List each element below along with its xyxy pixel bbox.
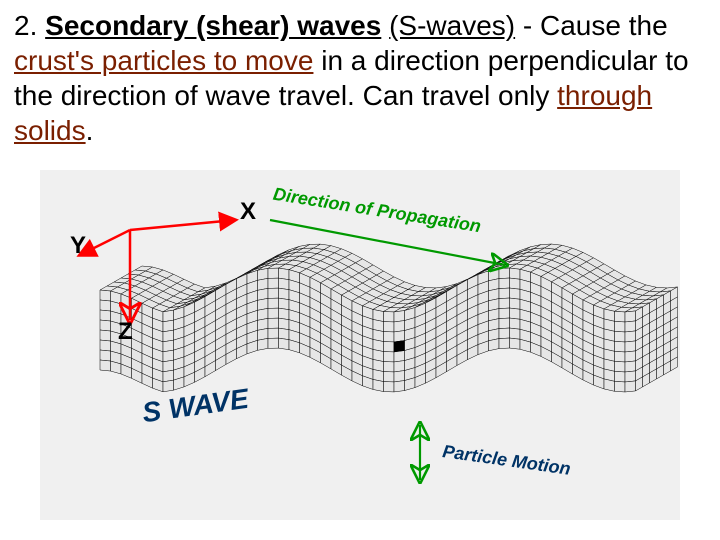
description-text: 2. Secondary (shear) waves (S-waves) - C… [0,0,720,152]
dash: - [515,10,540,41]
title-bold: Secondary (shear) waves [45,10,381,41]
swave-diagram: X Y Z Direction of Propagation S WAVE Pa… [40,170,680,520]
seg-period: . [86,115,94,146]
title-paren: (S-waves) [389,10,515,41]
seg-cause: Cause the [540,10,668,41]
num: 2. [14,10,37,41]
seg-crust: crust's particles to move [14,45,313,76]
axis-z-label: Z [118,318,133,346]
block-grid [100,244,678,392]
axis-y-label: Y [70,232,86,260]
diagram-svg [40,170,680,520]
axis-x-label: X [240,198,256,226]
